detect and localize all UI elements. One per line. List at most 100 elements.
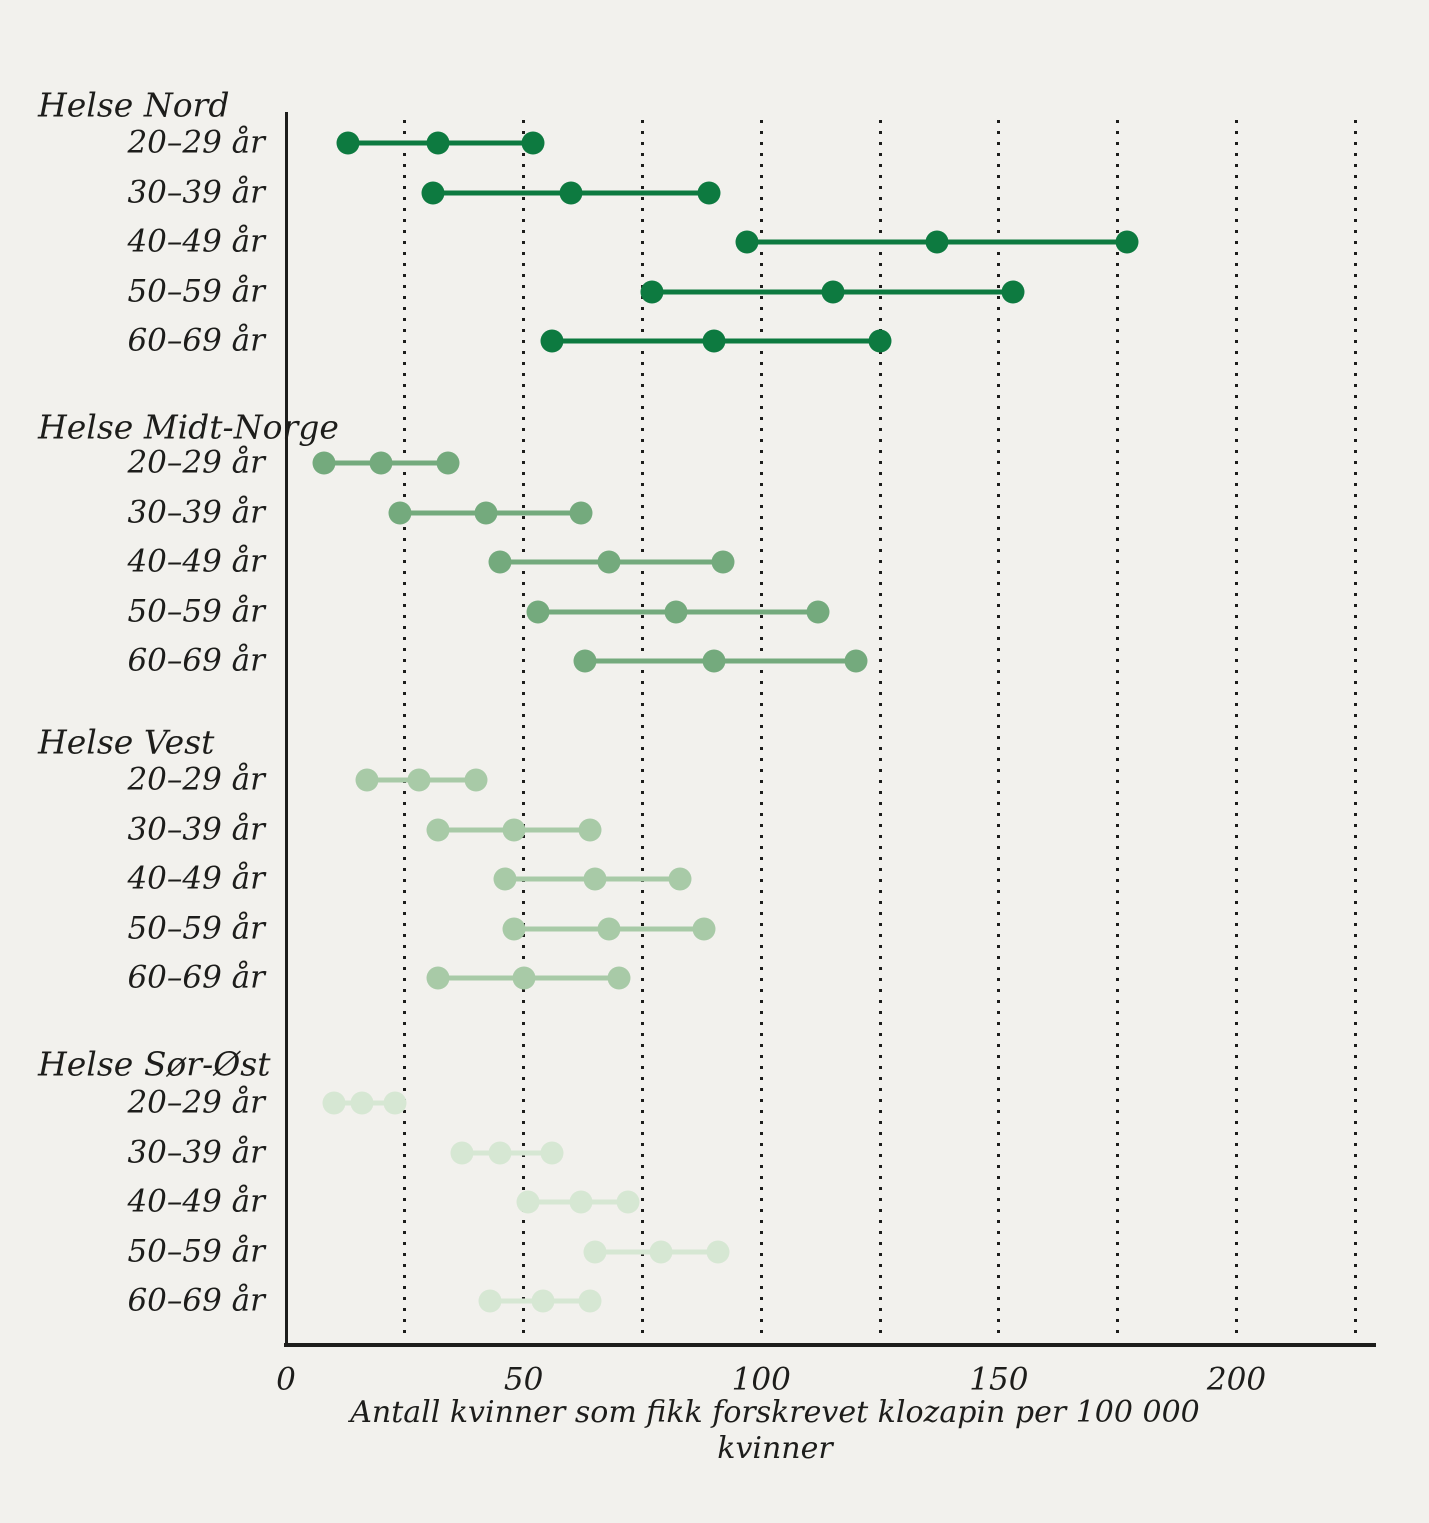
data-point-high — [711, 550, 735, 574]
data-point-high — [521, 131, 545, 155]
data-point-mid — [407, 768, 431, 792]
data-point-high — [868, 329, 892, 353]
row-label: 40–49 år — [127, 223, 265, 260]
data-point-mid — [821, 280, 845, 304]
section-label: Helse Sør-Øst — [38, 1044, 271, 1084]
data-point-low — [336, 131, 360, 155]
data-point-low — [640, 280, 664, 304]
row-label: 60–69 år — [127, 322, 265, 359]
data-point-high — [844, 649, 868, 673]
data-point-high — [806, 600, 830, 624]
gridline-100 — [759, 120, 763, 1341]
x-tick-label: 100 — [731, 1361, 791, 1398]
data-point-high — [383, 1091, 407, 1115]
row-label: 60–69 år — [127, 642, 265, 679]
data-point-high — [578, 818, 602, 842]
data-point-mid — [702, 329, 726, 353]
row-label: 30–39 år — [127, 174, 265, 211]
data-point-high — [697, 181, 721, 205]
data-point-mid — [925, 230, 949, 254]
data-point-high — [692, 917, 716, 941]
gridline-125 — [878, 120, 882, 1341]
gridline-150 — [997, 120, 1001, 1341]
x-tick-label: 50 — [503, 1361, 544, 1398]
row-label: 20–29 år — [127, 124, 265, 161]
data-point-high — [706, 1240, 730, 1264]
gridline-75 — [640, 120, 644, 1341]
data-point-mid — [649, 1240, 673, 1264]
row-label: 20–29 år — [127, 761, 265, 798]
row-label: 30–39 år — [127, 494, 265, 531]
data-point-high — [578, 1289, 602, 1313]
data-point-mid — [597, 917, 621, 941]
x-tick-label: 0 — [276, 1361, 296, 1398]
row-label: 60–69 år — [127, 1282, 265, 1319]
data-point-mid — [502, 818, 526, 842]
data-point-low — [516, 1190, 540, 1214]
data-point-mid — [474, 501, 498, 525]
data-point-low — [426, 818, 450, 842]
data-point-mid — [488, 1141, 512, 1165]
row-label: 40–49 år — [127, 860, 265, 897]
data-point-mid — [569, 1190, 593, 1214]
row-label: 50–59 år — [127, 593, 265, 630]
data-point-mid — [559, 181, 583, 205]
x-tick-label: 200 — [1206, 1361, 1267, 1398]
data-point-mid — [350, 1091, 374, 1115]
data-point-low — [388, 501, 412, 525]
gridline-225 — [1353, 120, 1357, 1341]
data-point-high — [464, 768, 488, 792]
data-point-low — [478, 1289, 502, 1313]
row-label: 50–59 år — [127, 910, 265, 947]
data-point-low — [573, 649, 597, 673]
section-label: Helse Vest — [38, 722, 215, 762]
data-point-low — [355, 768, 379, 792]
row-label: 20–29 år — [127, 444, 265, 481]
data-point-high — [1115, 230, 1139, 254]
data-point-mid — [369, 451, 393, 475]
gridline-25 — [403, 120, 407, 1341]
data-point-low — [426, 966, 450, 990]
data-point-low — [421, 181, 445, 205]
data-point-low — [540, 329, 564, 353]
section-label: Helse Nord — [38, 85, 230, 125]
gridline-50 — [522, 120, 526, 1341]
data-point-low — [526, 600, 550, 624]
row-label: 30–39 år — [127, 811, 265, 848]
data-point-high — [1001, 280, 1025, 304]
row-label: 20–29 år — [127, 1084, 265, 1121]
x-axis-line — [284, 1343, 1376, 1347]
gridline-175 — [1116, 120, 1120, 1341]
data-point-high — [569, 501, 593, 525]
x-axis-title: Antall kvinner som fikk forskrevet kloza… — [350, 1395, 1200, 1466]
data-point-mid — [583, 867, 607, 891]
data-point-low — [450, 1141, 474, 1165]
data-point-low — [322, 1091, 346, 1115]
data-point-high — [540, 1141, 564, 1165]
data-point-low — [488, 550, 512, 574]
data-point-mid — [531, 1289, 555, 1313]
data-point-mid — [597, 550, 621, 574]
data-point-high — [668, 867, 692, 891]
y-axis-line — [284, 112, 288, 1345]
row-label: 50–59 år — [127, 273, 265, 310]
data-point-mid — [426, 131, 450, 155]
data-point-low — [583, 1240, 607, 1264]
x-tick-label: 150 — [969, 1361, 1029, 1398]
data-point-mid — [512, 966, 536, 990]
data-point-low — [312, 451, 336, 475]
row-label: 30–39 år — [127, 1134, 265, 1171]
data-point-high — [607, 966, 631, 990]
section-label: Helse Midt-Norge — [38, 407, 339, 447]
row-label: 40–49 år — [127, 543, 265, 580]
row-label: 40–49 år — [127, 1183, 265, 1220]
data-point-mid — [664, 600, 688, 624]
data-point-low — [493, 867, 517, 891]
row-label: 50–59 år — [127, 1233, 265, 1270]
row-label: 60–69 år — [127, 959, 265, 996]
